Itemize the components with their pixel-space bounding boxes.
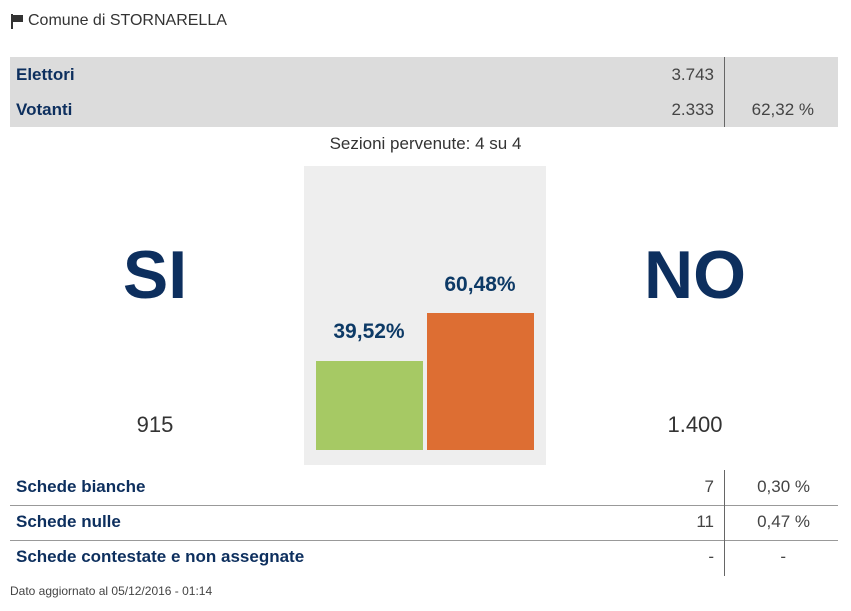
divider [10, 505, 838, 506]
results-chart: 39,52% 60,48% [304, 166, 546, 465]
no-label: NO [644, 237, 746, 313]
row-schede-nulle: Schede nulle 11 0,47 % [10, 505, 838, 540]
label: Schede nulle [16, 512, 121, 531]
flag-icon [10, 13, 24, 29]
value: 7 [704, 477, 714, 496]
divider [724, 57, 725, 127]
divider [724, 470, 725, 576]
yes-bar [316, 360, 423, 450]
percent: 0,47 % [757, 512, 810, 531]
row-schede-contestate: Schede contestate e non assegnate - - [10, 540, 838, 575]
no-bar [427, 313, 534, 450]
divider [10, 540, 838, 541]
value: - [708, 547, 714, 566]
percent: 62,32 % [751, 99, 814, 119]
turnout-table: Elettori 3.743 Votanti 2.333 62,32 % [10, 57, 838, 127]
page-title: Comune di STORNARELLA [10, 12, 227, 30]
value: 2.333 [671, 99, 714, 119]
row-schede-bianche: Schede bianche 7 0,30 % [10, 470, 838, 505]
label: Schede bianche [16, 477, 146, 496]
yes-votes: 915 [136, 412, 174, 437]
label: Votanti [16, 99, 73, 119]
yes-percent: 39,52% [333, 320, 405, 344]
no-votes: 1.400 [667, 412, 723, 437]
sections-received: Sezioni pervenute: 4 su 4 [329, 134, 522, 153]
yes-label: SI [122, 237, 188, 313]
last-updated: Dato aggiornato al 05/12/2016 - 01:14 [10, 584, 213, 598]
row-elettori: Elettori 3.743 [10, 57, 838, 92]
value: 3.743 [671, 64, 714, 84]
no-percent: 60,48% [444, 273, 516, 296]
value: 11 [696, 512, 714, 531]
label: Schede contestate e non assegnate [16, 547, 305, 566]
label: Elettori [16, 64, 75, 84]
percent: - [780, 547, 786, 566]
percent: 0,30 % [757, 477, 810, 496]
row-votanti: Votanti 2.333 62,32 % [10, 92, 838, 127]
municipality-name: Comune di STORNARELLA [28, 12, 227, 29]
